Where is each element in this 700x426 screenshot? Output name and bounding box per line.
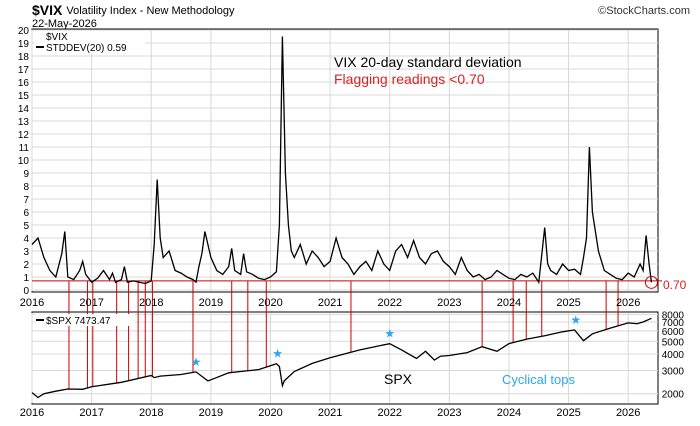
annotation-title: VIX 20-day standard deviation bbox=[334, 54, 522, 70]
watermark: ©StockCharts.com bbox=[598, 5, 690, 17]
vix-y-tick-label: 16 bbox=[18, 78, 30, 89]
vix-y-tick-label: 3 bbox=[23, 247, 29, 258]
spx-x-tick-label: 2019 bbox=[199, 407, 223, 419]
threshold-label: 0.70 bbox=[663, 278, 687, 292]
vix-y-tick-label: 18 bbox=[18, 52, 30, 63]
vix-y-tick-label: 4 bbox=[23, 234, 29, 245]
vix-x-tick-label: 2022 bbox=[377, 297, 401, 309]
vix-y-tick-label: 17 bbox=[18, 65, 30, 76]
spx-legend: $SPX 7473.47 bbox=[35, 314, 135, 327]
vix-y-tick-label: 1 bbox=[23, 273, 29, 284]
spx-legend-series: $SPX 7473.47 bbox=[46, 316, 111, 327]
spx-price-line bbox=[31, 317, 652, 399]
vix-x-tick-label: 2019 bbox=[199, 297, 223, 309]
vix-y-tick-label: 9 bbox=[23, 169, 29, 180]
cyclical-top-star: ★ bbox=[570, 313, 581, 327]
vix-x-tick-label: 2018 bbox=[139, 297, 163, 309]
vix-y-tick-label: 11 bbox=[19, 143, 30, 154]
vix-y-tick-label: 8 bbox=[23, 182, 29, 193]
latest-reading-circle bbox=[644, 275, 658, 289]
header-symbol: $VIX bbox=[32, 2, 63, 18]
spx-annotation-tops: Cyclical tops bbox=[502, 372, 575, 387]
spx-x-tick-label: 2018 bbox=[139, 407, 163, 419]
spx-y-tick-label: 7000 bbox=[662, 318, 685, 329]
vix-y-tick-label: 13 bbox=[18, 117, 30, 128]
axis-labels: 2016201620172017201820182019201920202020… bbox=[18, 26, 685, 419]
spx-annotation-name: SPX bbox=[384, 371, 413, 387]
spx-y-tick-label: 4000 bbox=[662, 350, 685, 361]
spx-x-tick-label: 2017 bbox=[79, 407, 103, 419]
vix-y-tick-label: 6 bbox=[23, 208, 29, 219]
vix-x-tick-label: 2026 bbox=[616, 297, 640, 309]
spx-x-tick-label: 2022 bbox=[377, 407, 401, 419]
vix-legend-symbol: $VIX bbox=[46, 32, 68, 43]
vix-x-tick-label: 2017 bbox=[79, 297, 103, 309]
cyclical-top-star: ★ bbox=[272, 347, 283, 361]
vix-x-tick-label: 2024 bbox=[497, 297, 521, 309]
header-date: 22-May-2026 bbox=[32, 18, 97, 30]
spx-x-tick-label: 2021 bbox=[318, 407, 342, 419]
flag-lines bbox=[32, 280, 662, 390]
cyclical-top-star: ★ bbox=[384, 327, 395, 341]
vix-y-tick-label: 0 bbox=[23, 286, 29, 297]
vix-x-tick-label: 2016 bbox=[20, 297, 44, 309]
spx-x-tick-label: 2025 bbox=[556, 407, 580, 419]
spx-x-tick-label: 2026 bbox=[616, 407, 640, 419]
vix-y-tick-label: 7 bbox=[23, 195, 29, 206]
spx-panel-frame bbox=[31, 311, 659, 405]
vix-y-tick-label: 14 bbox=[18, 104, 30, 115]
cyclical-top-star: ★ bbox=[191, 355, 202, 369]
vix-y-tick-label: 20 bbox=[18, 26, 30, 37]
annotation-marks: ★ ★ ★ ★ bbox=[191, 275, 658, 369]
spx-x-tick-label: 2023 bbox=[437, 407, 461, 419]
spx-x-tick-label: 2020 bbox=[258, 407, 282, 419]
vix-x-tick-label: 2021 bbox=[318, 297, 342, 309]
spx-y-tick-label: 6000 bbox=[662, 327, 685, 338]
spx-y-tick-label: 3000 bbox=[662, 367, 685, 378]
vix-y-tick-label: 2 bbox=[23, 260, 29, 271]
annotation-flag: Flagging readings <0.70 bbox=[334, 71, 485, 87]
spx-y-tick-label: 8000 bbox=[662, 310, 685, 321]
vix-y-tick-label: 12 bbox=[18, 130, 30, 141]
spx-y-tick-label: 5000 bbox=[662, 337, 685, 348]
spx-y-tick-label: 2000 bbox=[662, 390, 685, 401]
vix-y-tick-label: 5 bbox=[23, 221, 29, 232]
spx-x-tick-label: 2016 bbox=[20, 407, 44, 419]
vix-legend: $VIX STDDEV(20) 0.59 bbox=[35, 31, 145, 54]
vix-y-tick-label: 10 bbox=[18, 156, 30, 167]
header-name: Volatility Index - New Methodology bbox=[66, 5, 235, 17]
series-layer bbox=[31, 36, 653, 399]
spx-x-tick-label: 2024 bbox=[497, 407, 521, 419]
vix-y-tick-label: 15 bbox=[18, 91, 30, 102]
vix-legend-series: STDDEV(20) 0.59 bbox=[46, 43, 127, 54]
vix-x-tick-label: 2023 bbox=[437, 297, 461, 309]
vix-stddev-line bbox=[31, 36, 653, 285]
vix-x-tick-label: 2020 bbox=[258, 297, 282, 309]
vix-x-tick-label: 2025 bbox=[556, 297, 580, 309]
vix-y-tick-label: 19 bbox=[18, 39, 30, 50]
grid-layer bbox=[31, 29, 658, 403]
